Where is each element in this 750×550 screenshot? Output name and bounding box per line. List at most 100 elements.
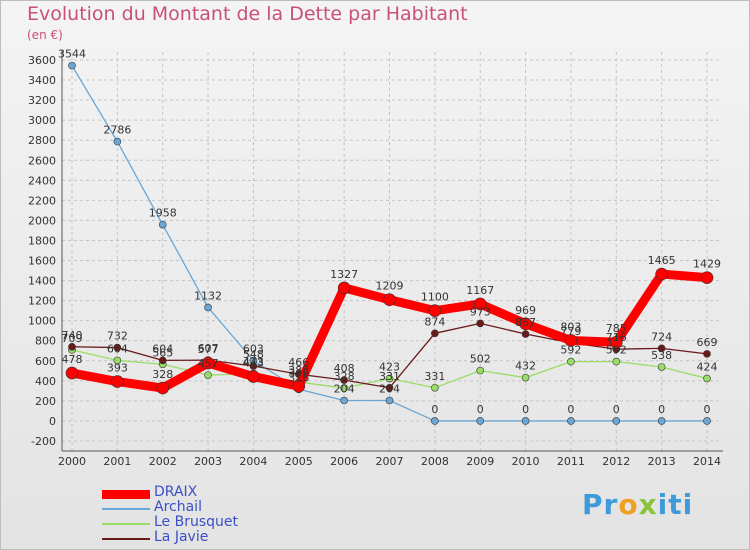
data-point [113, 356, 122, 365]
data-label: 204 [334, 382, 355, 395]
data-label: 565 [152, 346, 173, 359]
chart-unit-label: (en €) [27, 28, 63, 42]
data-point [655, 267, 668, 281]
y-tick-label: 2200 [28, 194, 56, 207]
data-label: 1209 [376, 280, 404, 293]
data-label: 716 [606, 331, 627, 344]
data-label: 969 [515, 304, 536, 317]
data-label: 331 [424, 370, 445, 383]
data-label: 466 [288, 356, 309, 369]
data-point [612, 417, 621, 425]
data-label: 709 [62, 332, 83, 345]
data-point [68, 342, 76, 351]
data-label: 393 [107, 362, 128, 375]
data-label: 204 [379, 382, 400, 395]
data-point [204, 303, 212, 312]
data-point [428, 304, 442, 317]
data-label: 0 [567, 403, 574, 416]
data-label: 604 [152, 342, 173, 355]
x-tick-label: 2002 [149, 455, 177, 468]
data-point [68, 61, 76, 70]
data-point [337, 281, 351, 295]
data-label: 592 [560, 344, 581, 357]
legend-swatch [102, 508, 150, 510]
data-point [703, 374, 711, 383]
data-label: 0 [613, 403, 620, 416]
data-label: 1132 [194, 289, 222, 302]
data-label: 724 [651, 330, 672, 343]
data-point [657, 417, 666, 425]
y-tick-label: 800 [35, 335, 56, 348]
data-label: 3544 [58, 48, 86, 61]
y-tick-label: 1800 [28, 234, 56, 247]
data-label: 0 [431, 403, 438, 416]
data-label: 457 [198, 357, 219, 370]
data-label: 473 [243, 356, 264, 369]
data-point [431, 383, 439, 392]
legend-label: Le Brusquet [154, 514, 239, 530]
y-tick-label: 1600 [28, 255, 56, 268]
x-tick-label: 2009 [466, 455, 494, 468]
data-point [703, 350, 711, 358]
x-tick-label: 2012 [602, 455, 630, 468]
data-point [521, 373, 530, 382]
data-label: 388 [288, 364, 309, 377]
legend-swatch [102, 538, 150, 540]
data-point [385, 396, 394, 405]
x-tick-label: 2007 [376, 455, 404, 468]
y-tick-label: 3600 [28, 54, 56, 67]
y-tick-label: 200 [35, 395, 56, 408]
data-point [567, 357, 575, 366]
data-label: 2786 [103, 124, 131, 137]
data-label: 669 [697, 336, 718, 349]
x-tick-label: 2005 [285, 455, 313, 468]
legend-label: Archail [154, 499, 202, 515]
data-label: 328 [334, 370, 355, 383]
data-label: 0 [658, 403, 665, 416]
data-point [567, 417, 575, 425]
x-tick-label: 2011 [557, 455, 585, 468]
data-point [564, 334, 578, 347]
data-label: 0 [477, 403, 484, 416]
data-point [431, 417, 439, 425]
data-label: 803 [560, 320, 581, 333]
y-tick-label: 3400 [28, 74, 56, 87]
data-label: 973 [470, 305, 491, 318]
data-point [156, 381, 170, 395]
data-label: 867 [515, 316, 536, 329]
data-label: 1327 [330, 268, 358, 281]
x-tick-label: 2008 [421, 455, 449, 468]
data-point [703, 417, 711, 425]
x-tick-label: 2001 [103, 455, 131, 468]
data-label: 592 [606, 344, 627, 357]
data-point [204, 371, 212, 379]
y-tick-label: 3200 [28, 94, 56, 107]
series-layer [65, 61, 714, 425]
data-label: 443 [243, 357, 264, 370]
data-label: 316 [288, 371, 309, 384]
legend-swatch [102, 523, 150, 525]
data-point [431, 329, 439, 338]
data-point [700, 271, 714, 284]
data-label: 331 [379, 370, 400, 383]
data-label-layer: 478 393 328 577 443 346 1327 1209 1100 1167 969 803… [58, 48, 721, 416]
legend-swatch [102, 489, 150, 499]
data-label: 1958 [149, 207, 177, 220]
data-label: 424 [697, 360, 718, 373]
data-point [340, 376, 348, 384]
y-tick-label: 2800 [28, 134, 56, 147]
data-point [612, 357, 621, 366]
x-tick-label: 2003 [194, 455, 222, 468]
y-tick-label: 0 [49, 415, 56, 428]
y-tick-label: 600 [35, 355, 56, 368]
data-point [249, 362, 258, 370]
data-label: 502 [470, 353, 491, 366]
data-point [113, 343, 122, 352]
data-point [340, 384, 348, 392]
x-tick-label: 2006 [330, 455, 358, 468]
data-label: 346 [288, 366, 309, 379]
data-point [519, 317, 532, 331]
data-label: 0 [704, 403, 711, 416]
